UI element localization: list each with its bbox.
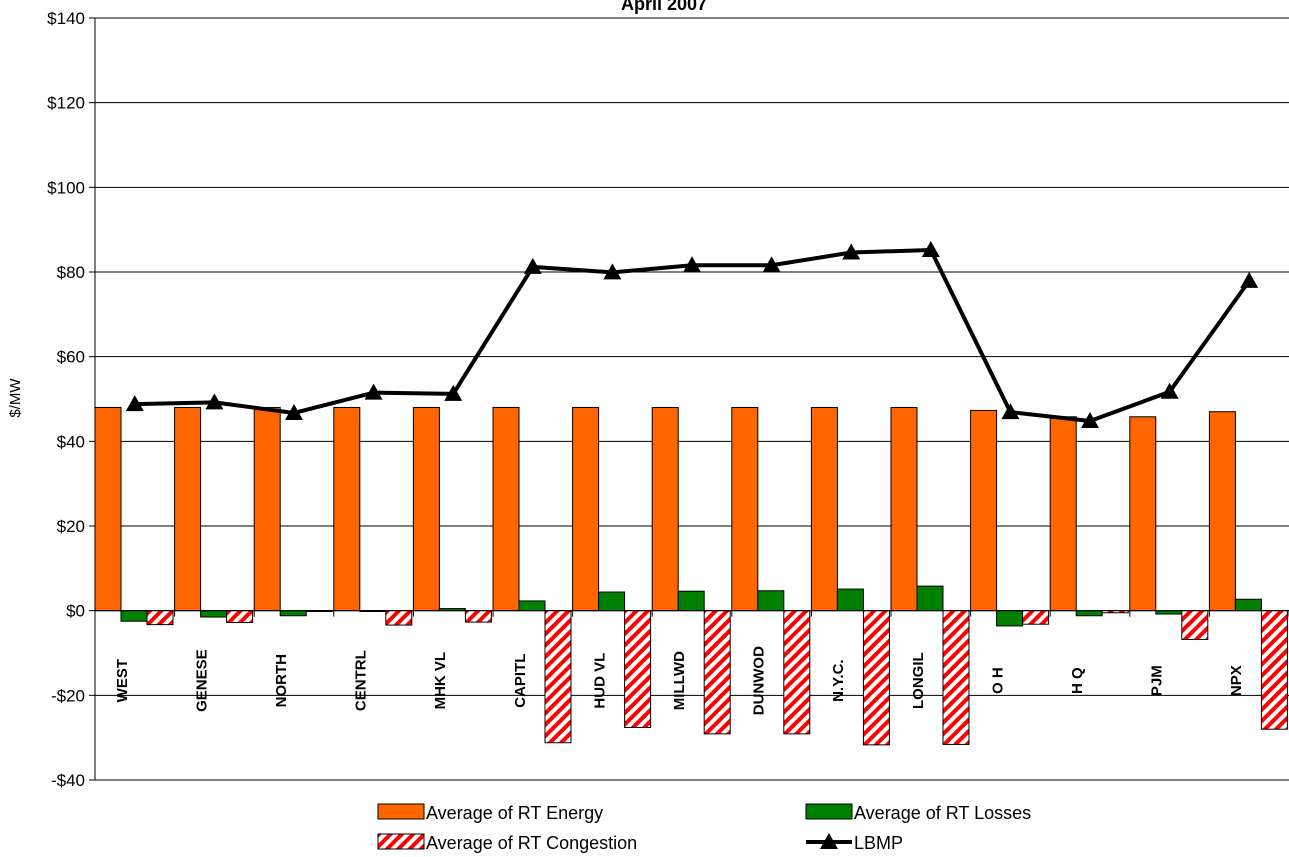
energy-bar — [492, 406, 520, 612]
energy-bar — [1208, 411, 1236, 612]
category-label: CAPITL — [512, 654, 529, 708]
category-label: WEST — [114, 659, 131, 702]
category-label: HUD VL — [591, 653, 608, 709]
congestion-bar — [226, 610, 254, 624]
lbmp-marker — [683, 256, 701, 273]
y-axis-label: $/MW — [7, 378, 24, 418]
legend-marker-lbmp — [820, 833, 838, 849]
y-tick-label: $140 — [47, 9, 85, 28]
losses-bar — [1075, 610, 1103, 617]
energy-bar — [94, 406, 122, 612]
lbmp-marker — [285, 403, 303, 420]
losses-bar — [1155, 610, 1183, 615]
legend: Average of RT Energy Average of RT Losses… — [377, 803, 1031, 853]
energy-bar — [412, 406, 440, 612]
losses-bar — [1234, 598, 1262, 612]
lbmp-marker — [1001, 403, 1020, 420]
category-label: MHK VL — [432, 652, 449, 710]
y-tick-label: $20 — [57, 517, 85, 536]
energy-bar — [651, 406, 679, 612]
legend-swatch — [377, 833, 425, 850]
category-label: MILLWD — [671, 651, 688, 710]
lbmp-marker — [444, 384, 463, 401]
lbmp-marker — [1081, 412, 1099, 429]
category-label: GENESE — [193, 649, 210, 712]
energy-bar — [970, 409, 998, 612]
congestion-bar — [862, 610, 890, 746]
category-label: H Q — [1069, 667, 1086, 694]
energy-bar — [174, 406, 202, 612]
congestion-bar — [703, 610, 731, 735]
legend-swatch — [377, 803, 425, 820]
energy-bar — [1129, 416, 1157, 612]
energy-bar — [810, 406, 838, 612]
category-label: O H — [989, 667, 1006, 694]
y-tick-label: $0 — [66, 602, 85, 621]
congestion-bar — [464, 610, 492, 623]
y-tick-label: $80 — [57, 263, 85, 282]
losses-bar — [598, 591, 626, 612]
losses-bar — [757, 590, 785, 612]
lbmp-polyline — [134, 247, 1251, 424]
congestion-bar — [942, 610, 970, 745]
category-labels: WEST GENESE NORTH CENTRL MHK VL CAPITL HUD VL M… — [114, 646, 1245, 715]
chart-title: April 2007 — [621, 0, 707, 14]
losses-bar — [916, 585, 944, 612]
lbmp-marker — [762, 256, 781, 273]
losses-bar — [200, 610, 228, 618]
legend-label: Average of RT Congestion — [426, 833, 637, 853]
lbmp-marker — [603, 263, 622, 280]
y-tick-label: -$20 — [51, 686, 85, 705]
y-tick-label: $100 — [47, 178, 85, 197]
category-label: CENTRL — [353, 650, 370, 711]
category-label: N.Y.C. — [830, 659, 847, 702]
losses-bar — [279, 610, 307, 617]
y-tick-label: $60 — [57, 348, 85, 367]
losses-bar — [996, 610, 1024, 627]
lbmp-marker — [364, 383, 383, 400]
losses-bar — [836, 588, 864, 612]
y-tick-label: $40 — [57, 432, 85, 451]
legend-swatch — [805, 803, 853, 820]
congestion-bar — [385, 610, 413, 626]
category-label: PJM — [1149, 665, 1166, 696]
congestion-bar — [146, 610, 174, 626]
losses-bar — [120, 610, 148, 622]
congestion-bar — [544, 610, 572, 744]
energy-bar — [333, 406, 361, 612]
losses-bar — [677, 590, 705, 612]
congestion-bar — [1022, 610, 1050, 625]
lbmp-marker — [205, 393, 224, 410]
energy-bar — [731, 406, 759, 612]
y-tick-label: -$40 — [51, 771, 85, 790]
lbmp-marker — [842, 243, 861, 260]
category-label: NORTH — [273, 654, 290, 707]
legend-label: Average of RT Losses — [854, 803, 1031, 823]
lbmp-marker — [1240, 271, 1259, 288]
lbmp-line — [125, 240, 1259, 429]
energy-bar — [253, 406, 281, 612]
lbmp-marker — [921, 240, 940, 257]
congestion-bar — [624, 610, 652, 729]
congestion-bar — [1260, 610, 1288, 730]
congestion-bar — [783, 610, 811, 735]
lbmp-marker — [1160, 382, 1179, 399]
legend-label: LBMP — [854, 833, 903, 853]
energy-bar — [572, 406, 600, 612]
category-label: NPX — [1228, 665, 1245, 696]
axes: -$40 -$20 $0 $20 $40 $60 $80 $100 $120 $140 — [47, 9, 1289, 790]
category-label: LONGIL — [910, 652, 927, 709]
lbmp-marker — [125, 395, 144, 412]
legend-label: Average of RT Energy — [426, 803, 603, 823]
energy-bar — [1049, 416, 1077, 612]
lbmp-marker — [523, 257, 542, 274]
y-tick-label: $120 — [47, 94, 85, 113]
congestion-bar — [1181, 610, 1209, 640]
category-label: DUNWOD — [751, 646, 768, 715]
energy-bar — [890, 406, 918, 612]
losses-bar — [518, 600, 546, 612]
